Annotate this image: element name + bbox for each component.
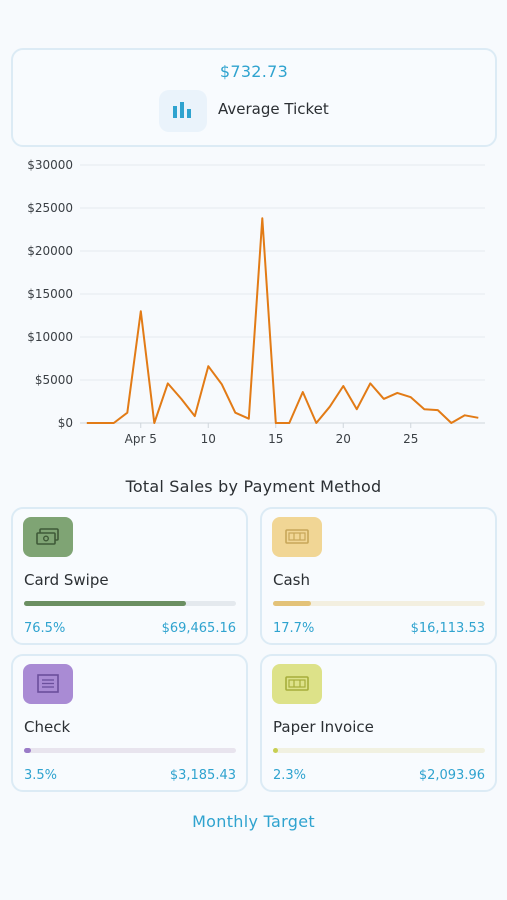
progress-track [273, 748, 485, 753]
progress-fill [273, 748, 278, 753]
payment-method-name: Card Swipe [24, 571, 109, 589]
payment-method-card-card-swipe[interactable]: Card Swipe 76.5% $69,465.16 [11, 507, 248, 645]
series-line [86, 217, 479, 424]
y-tick-label: $15000 [27, 287, 73, 301]
payment-method-amount: $16,113.53 [410, 621, 485, 636]
y-tick-label: $5000 [35, 373, 73, 387]
payment-method-card-check[interactable]: Check 3.5% $3,185.43 [11, 654, 248, 792]
y-tick-label: $30000 [27, 158, 73, 172]
progress-fill [24, 601, 187, 606]
y-tick-label: $20000 [27, 244, 73, 258]
progress-fill [24, 748, 32, 753]
payment-method-name: Paper Invoice [273, 718, 374, 736]
progress-fill [273, 601, 311, 606]
y-tick-label: $25000 [27, 201, 73, 215]
y-tick-label: $0 [58, 416, 73, 430]
payment-method-percent: 2.3% [273, 768, 307, 783]
payment-method-percent: 76.5% [24, 621, 66, 636]
x-tick-label: 20 [336, 432, 351, 446]
progress-track [24, 748, 236, 753]
monthly-target-link[interactable]: Monthly Target [192, 812, 315, 831]
check-document-icon [23, 664, 73, 704]
y-tick-label: $10000 [27, 330, 73, 344]
progress-track [24, 601, 236, 606]
progress-track [273, 601, 485, 606]
cash-bills-icon [23, 517, 73, 557]
x-tick-label: Apr 5 [125, 432, 157, 446]
x-tick-label: 15 [268, 432, 283, 446]
payment-method-section-title: Total Sales by Payment Method [125, 477, 382, 496]
x-tick-label: 25 [403, 432, 418, 446]
payment-method-card-cash[interactable]: Cash 17.7% $16,113.53 [260, 507, 497, 645]
payment-method-percent: 17.7% [273, 621, 315, 636]
payment-method-percent: 3.5% [24, 768, 58, 783]
banknote-icon [272, 517, 322, 557]
payment-method-amount: $2,093.96 [418, 768, 485, 783]
average-ticket-label: Average Ticket [218, 100, 329, 118]
average-ticket-card: $732.73 Average Ticket [11, 48, 497, 147]
average-ticket-value: $732.73 [219, 62, 289, 81]
payment-method-name: Cash [273, 571, 310, 589]
x-tick-label: 10 [201, 432, 216, 446]
payment-method-card-paper-invoice[interactable]: Paper Invoice 2.3% $2,093.96 [260, 654, 497, 792]
bar-chart-icon [159, 90, 207, 132]
banknote-icon [272, 664, 322, 704]
payment-method-amount: $3,185.43 [169, 768, 236, 783]
payment-method-amount: $69,465.16 [161, 621, 236, 636]
payment-method-name: Check [24, 718, 71, 736]
daily-sales-line-chart: $0 $5000 $10000 $15000 $20000 $25000 $30000 Ap… [27, 158, 485, 446]
